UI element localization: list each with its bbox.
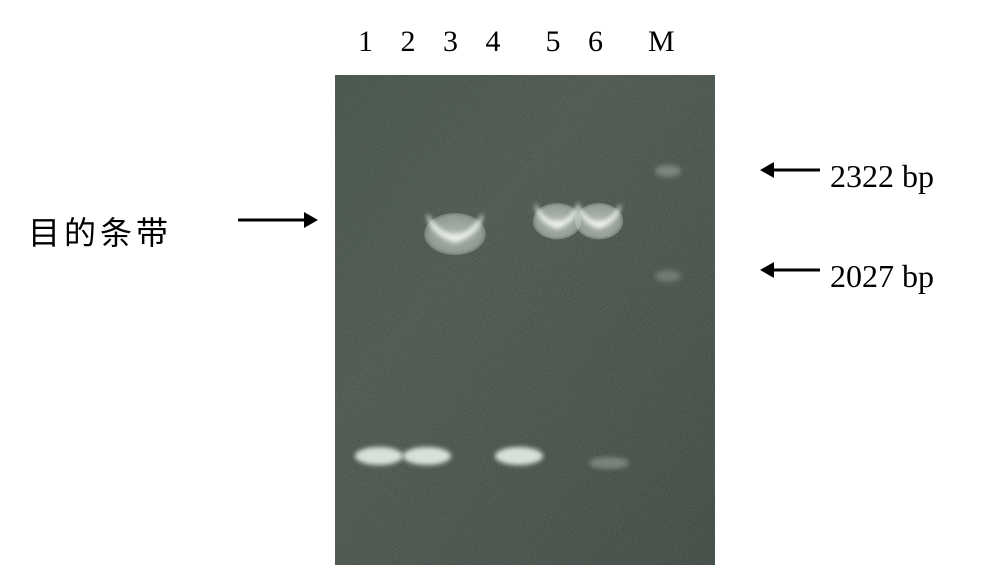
gel-image (335, 75, 715, 565)
marker-2322-label: 2322 bp (830, 158, 934, 195)
marker-2027-label: 2027 bp (830, 258, 934, 295)
arrow-left-icon (238, 205, 318, 242)
arrow-right-top-icon (760, 155, 820, 192)
lane-labels: 1 2 3 4 5 6 M (358, 25, 685, 59)
target-band-label: 目的条带 (28, 208, 172, 254)
gel-svg (335, 75, 715, 565)
arrow-right-bottom-icon (760, 255, 820, 292)
gel-figure: 1 2 3 4 5 6 M (0, 0, 1000, 575)
